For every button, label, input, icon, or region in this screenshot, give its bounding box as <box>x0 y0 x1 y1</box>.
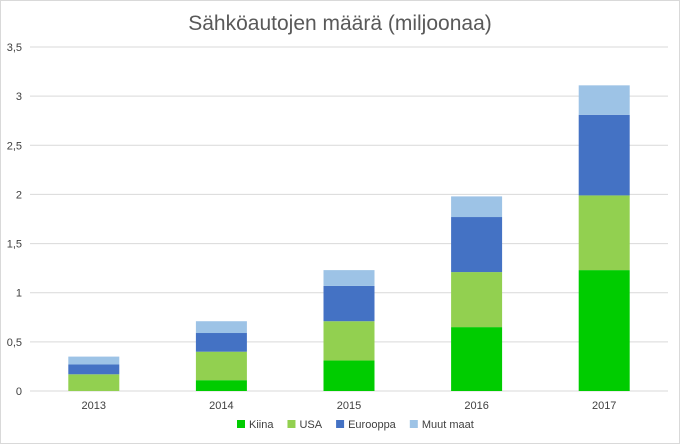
x-tick-label: 2014 <box>209 400 233 412</box>
legend-swatch-usa <box>287 420 296 428</box>
y-tick-label: 0 <box>16 386 22 398</box>
y-tick-label: 3 <box>16 91 22 103</box>
legend-label-eurooppa: Eurooppa <box>348 419 397 431</box>
x-tick-label: 2016 <box>464 400 488 412</box>
bar-kiina-2017 <box>578 270 630 391</box>
legend-label-muut-maat: Muut maat <box>422 419 474 431</box>
bar-usa-2016 <box>451 272 503 328</box>
bar-muut-maat-2017 <box>578 85 630 115</box>
bar-eurooppa-2015 <box>323 285 375 322</box>
bar-kiina-2014 <box>195 380 247 391</box>
bar-muut-maat-2016 <box>451 196 503 218</box>
y-tick-label: 0,5 <box>7 337 22 349</box>
legend-swatch-kiina <box>237 420 245 428</box>
x-tick-label: 2015 <box>337 400 361 412</box>
bar-muut-maat-2014 <box>195 321 247 334</box>
legend-label-usa: USA <box>299 419 322 431</box>
bar-eurooppa-2014 <box>195 333 247 352</box>
y-tick-label: 1 <box>16 288 22 300</box>
bar-eurooppa-2016 <box>451 217 503 273</box>
bar-usa-2014 <box>195 351 247 381</box>
legend-label-kiina: Kiina <box>249 419 274 431</box>
bar-muut-maat-2015 <box>323 270 375 286</box>
bar-kiina-2015 <box>323 360 375 391</box>
y-tick-label: 2 <box>16 189 22 201</box>
bar-kiina-2016 <box>451 327 503 391</box>
bar-muut-maat-2013 <box>68 356 120 365</box>
bars <box>68 85 630 391</box>
bar-usa-2013 <box>68 374 120 391</box>
x-tick-label: 2013 <box>82 400 106 412</box>
x-tick-label: 2017 <box>592 400 616 412</box>
y-tick-label: 1,5 <box>7 239 22 251</box>
bar-eurooppa-2013 <box>68 364 120 375</box>
y-tick-label: 3,5 <box>7 42 22 54</box>
legend-swatch-eurooppa <box>336 420 345 428</box>
bar-usa-2015 <box>323 321 375 361</box>
y-axis: 0 0,5 1 1,5 2 2,5 3 3,5 <box>7 42 22 398</box>
y-tick-label: 2,5 <box>7 140 22 152</box>
legend: Kiina USA Eurooppa Muut maat <box>237 419 474 431</box>
x-axis: 2013 2014 2015 2016 2017 <box>82 400 617 412</box>
bar-eurooppa-2017 <box>578 114 630 196</box>
gridlines <box>30 46 668 392</box>
chart-title: Sähköautojen määrä (miljoonaa) <box>188 12 492 35</box>
bar-usa-2017 <box>578 195 630 271</box>
legend-swatch-muut-maat <box>409 420 418 428</box>
